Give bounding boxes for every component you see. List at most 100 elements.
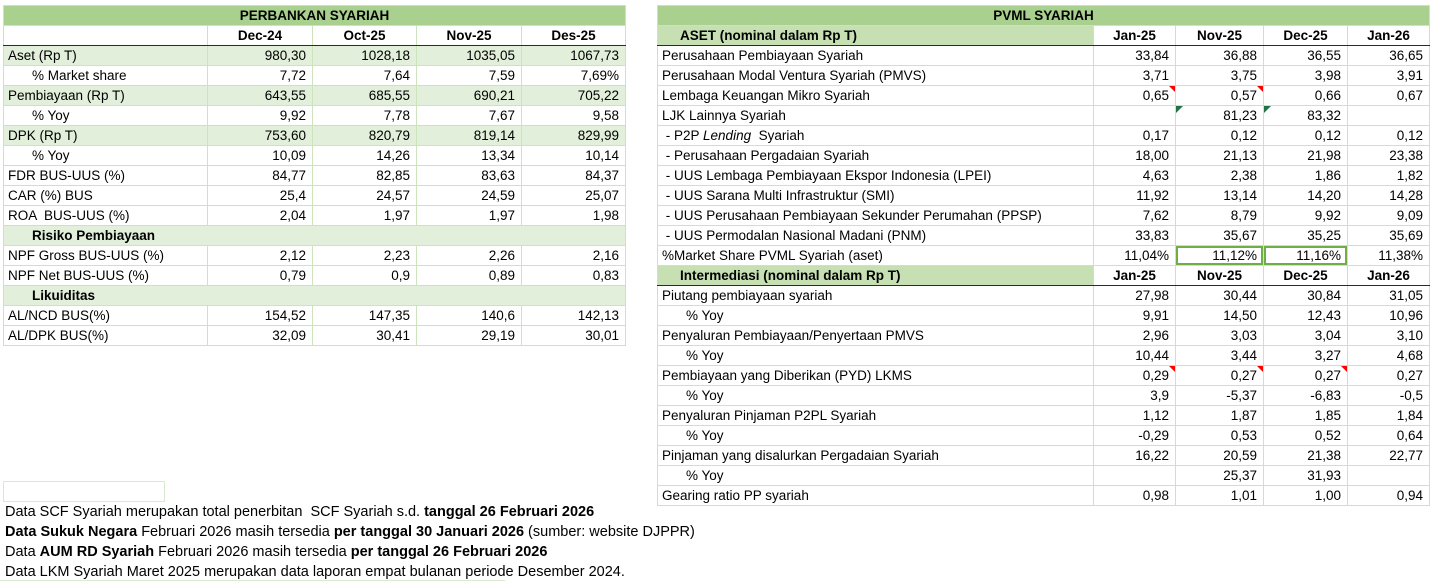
value-cell[interactable]: 35,67 [1175,225,1264,246]
value-cell[interactable]: 690,21 [416,85,522,106]
value-cell[interactable]: 10,96 [1346,305,1431,326]
row-label-cell[interactable]: - UUS Perusahaan Pembiayaan Sekunder Per… [657,205,1094,226]
value-cell[interactable]: 2,26 [416,245,522,266]
row-label-cell[interactable]: % Yoy [3,145,208,166]
value-cell[interactable]: 25,37 [1175,465,1264,486]
value-cell[interactable]: 24,59 [416,185,522,206]
row-label-cell[interactable]: % Yoy [3,105,208,126]
value-cell[interactable]: 11,38% [1346,245,1431,266]
row-label-cell[interactable]: Lembaga Keuangan Mikro Syariah [657,85,1094,106]
value-cell[interactable]: 7,59 [416,65,522,86]
value-cell[interactable]: 9,92 [207,105,313,126]
value-cell[interactable]: 20,59 [1175,445,1264,466]
value-cell[interactable]: 3,91 [1346,65,1431,86]
column-header-cell[interactable]: Jan-26 [1346,25,1431,46]
value-cell[interactable]: 11,04% [1093,245,1176,266]
row-label-cell[interactable]: Perusahaan Pembiayaan Syariah [657,45,1094,66]
value-cell[interactable]: 0,17 [1093,125,1176,146]
value-cell[interactable]: 22,77 [1346,445,1431,466]
value-cell[interactable]: 1,97 [312,205,417,226]
value-cell[interactable]: 31,93 [1263,465,1348,486]
footnote-line[interactable]: Data Sukuk Negara Februari 2026 masih te… [5,522,695,542]
value-cell[interactable]: 84,77 [207,165,313,186]
row-label-cell[interactable]: %Market Share PVML Syariah (aset) [657,245,1094,266]
value-cell[interactable]: 142,13 [520,305,627,326]
value-cell[interactable]: 3,04 [1263,325,1348,346]
value-cell[interactable]: 0,65 [1093,85,1176,106]
value-cell[interactable]: 33,83 [1093,225,1176,246]
row-label-cell[interactable]: - Perusahaan Pergadaian Syariah [657,145,1094,166]
value-cell[interactable]: 36,88 [1175,45,1264,66]
value-cell[interactable]: 10,44 [1093,345,1176,366]
row-label-cell[interactable]: Perusahaan Modal Ventura Syariah (PMVS) [657,65,1094,86]
value-cell[interactable] [1093,465,1176,486]
value-cell[interactable]: 25,07 [520,185,627,206]
row-label-cell[interactable]: % Yoy [657,345,1094,366]
value-cell[interactable]: 0,12 [1346,125,1431,146]
value-cell[interactable]: 30,44 [1175,285,1264,306]
value-cell[interactable]: 1067,73 [520,45,627,66]
value-cell[interactable]: 10,14 [520,145,627,166]
row-label-cell[interactable]: Gearing ratio PP syariah [657,485,1094,506]
value-cell[interactable]: 8,79 [1175,205,1264,226]
value-cell[interactable]: 2,23 [312,245,417,266]
value-cell[interactable]: 29,19 [416,325,522,346]
value-cell[interactable]: 2,96 [1093,325,1176,346]
value-cell[interactable]: 0,9 [312,265,417,286]
value-cell[interactable]: 0,29 [1093,365,1176,386]
value-cell[interactable]: 36,65 [1346,45,1431,66]
table-title[interactable]: PVML SYARIAH [656,5,1431,26]
column-header-cell[interactable]: Jan-26 [1346,265,1431,286]
value-cell[interactable]: 829,99 [520,125,627,146]
row-label-cell[interactable]: Penyaluran Pinjaman P2PL Syariah [657,405,1094,426]
value-cell[interactable]: 4,63 [1093,165,1176,186]
value-cell[interactable]: -6,83 [1263,385,1348,406]
value-cell[interactable]: 0,66 [1263,85,1348,106]
value-cell[interactable]: 3,75 [1175,65,1264,86]
value-cell[interactable]: 9,58 [520,105,627,126]
value-cell[interactable]: 32,09 [207,325,313,346]
value-cell[interactable]: 35,69 [1346,225,1431,246]
column-header-cell[interactable]: Dec-24 [207,25,313,46]
table-title[interactable]: PERBANKAN SYARIAH [2,5,627,26]
value-cell[interactable]: 820,79 [312,125,417,146]
row-label-cell[interactable]: % Yoy [657,425,1094,446]
value-cell[interactable]: 2,04 [207,205,313,226]
column-group-cell[interactable]: ASET (nominal dalam Rp T) [657,25,1094,46]
row-label-cell[interactable]: NPF Net BUS-UUS (%) [3,265,208,286]
value-cell[interactable]: 27,98 [1093,285,1176,306]
column-header-cell[interactable]: Dec-25 [1263,25,1348,46]
value-cell[interactable]: -0,29 [1093,425,1176,446]
value-cell[interactable]: 21,98 [1263,145,1348,166]
value-cell[interactable]: 3,44 [1175,345,1264,366]
row-label-cell[interactable]: Pembiayaan yang Diberikan (PYD) LKMS [657,365,1094,386]
row-label-cell[interactable]: Aset (Rp T) [3,45,208,66]
value-cell[interactable]: 0,64 [1346,425,1431,446]
value-cell[interactable]: 7,67 [416,105,522,126]
value-cell[interactable]: 11,12% [1175,245,1264,266]
value-cell[interactable]: 24,57 [312,185,417,206]
row-label-cell[interactable]: - UUS Permodalan Nasional Madani (PNM) [657,225,1094,246]
value-cell[interactable]: 84,37 [520,165,627,186]
row-label-cell[interactable]: % Yoy [657,305,1094,326]
value-cell[interactable]: 0,67 [1346,85,1431,106]
value-cell[interactable]: 0,12 [1263,125,1348,146]
value-cell[interactable] [1346,105,1431,126]
row-label-cell[interactable]: DPK (Rp T) [3,125,208,146]
row-label-cell[interactable]: - UUS Sarana Multi Infrastruktur (SMI) [657,185,1094,206]
value-cell[interactable]: 11,92 [1093,185,1176,206]
value-cell[interactable] [1093,105,1176,126]
value-cell[interactable]: 1,85 [1263,405,1348,426]
footnote-line[interactable]: Data AUM RD Syariah Februari 2026 masih … [5,542,695,562]
value-cell[interactable]: 10,09 [207,145,313,166]
value-cell[interactable]: -0,5 [1346,385,1431,406]
footnote-line[interactable]: Data LKM Syariah Maret 2025 merupakan da… [5,562,695,582]
value-cell[interactable]: 1028,18 [312,45,417,66]
value-cell[interactable]: 83,63 [416,165,522,186]
row-label-cell[interactable]: Pinjaman yang disalurkan Pergadaian Syar… [657,445,1094,466]
value-cell[interactable]: 7,69% [520,65,627,86]
value-cell[interactable]: 14,26 [312,145,417,166]
value-cell[interactable]: 2,38 [1175,165,1264,186]
column-header-cell[interactable]: Des-25 [520,25,627,46]
column-header-cell[interactable]: Nov-25 [416,25,522,46]
